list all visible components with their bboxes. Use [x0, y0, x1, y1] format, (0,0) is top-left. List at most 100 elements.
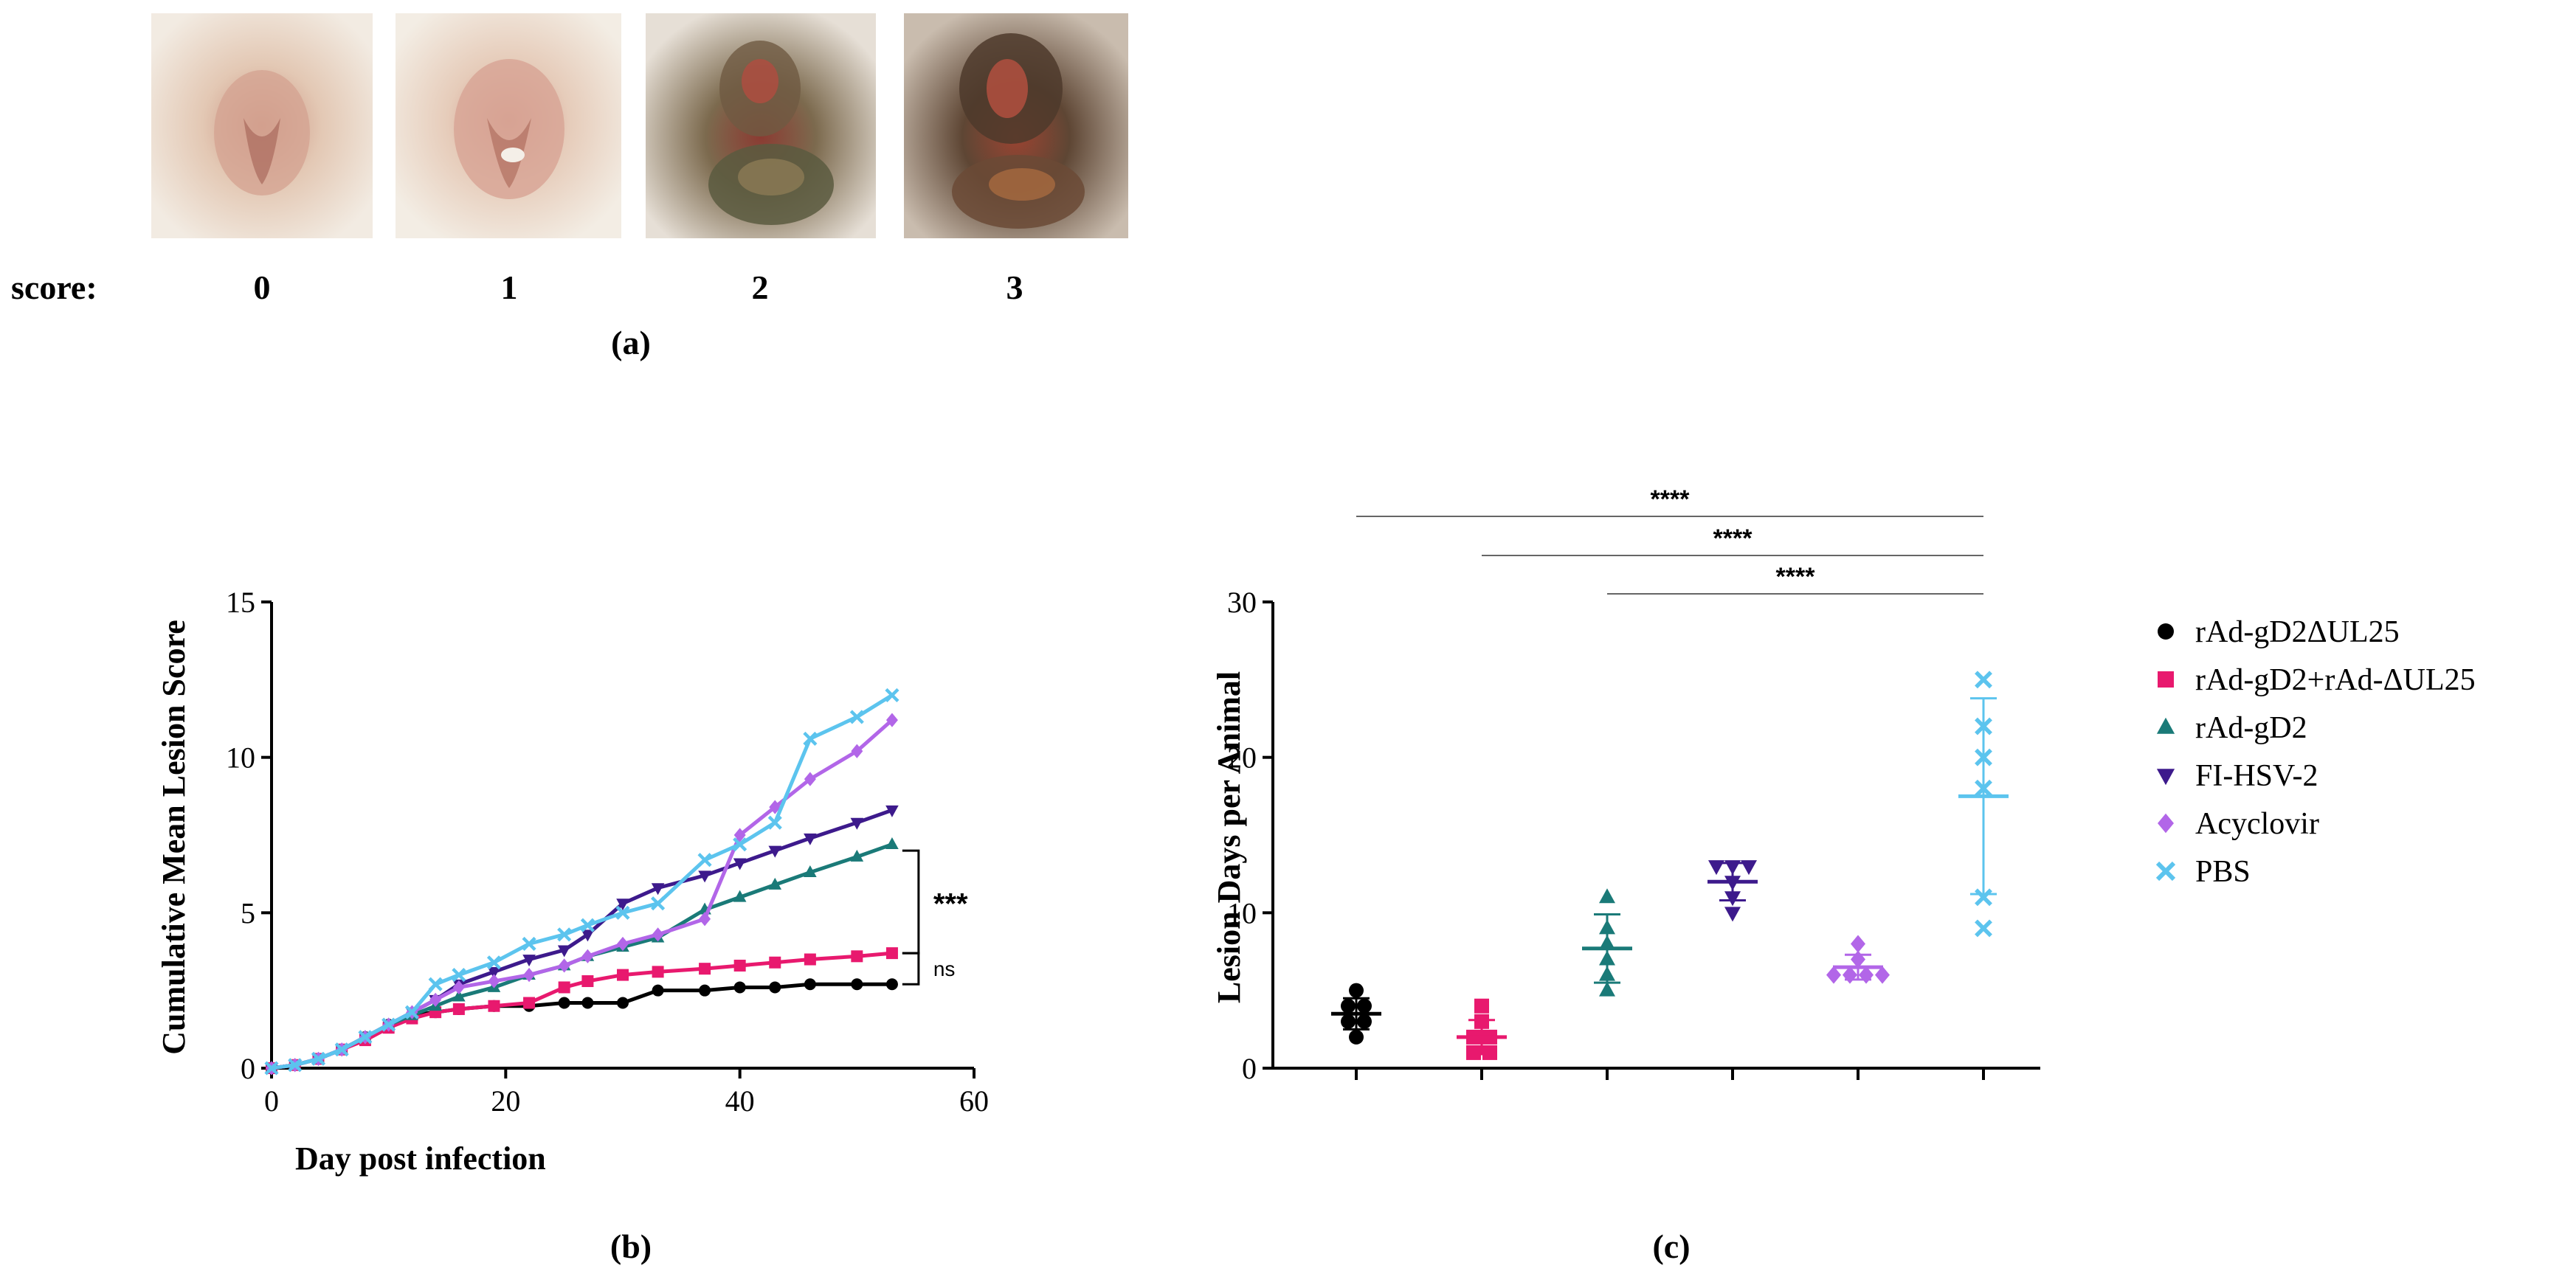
- data-point: [1975, 919, 1992, 938]
- score-label-0: 0: [254, 269, 271, 306]
- legend-label: rAd-gD2ΔUL25: [2195, 615, 2400, 649]
- data-point: [522, 936, 536, 952]
- data-point: [1599, 950, 1615, 966]
- x-tick-label: 40: [725, 1084, 755, 1118]
- data-point: [885, 688, 899, 702]
- significance-line: ****: [1482, 524, 1983, 556]
- data-point: [769, 981, 781, 994]
- data-point: [523, 968, 536, 983]
- legend-item: Acyclovir: [2158, 807, 2319, 841]
- data-point: [1357, 998, 1372, 1014]
- significance-bracket: ***: [902, 849, 968, 955]
- line-chart: Day post infection Cumulative Mean Lesio…: [156, 586, 989, 1265]
- score-label-1: 1: [501, 269, 518, 306]
- data-point: [651, 883, 665, 896]
- y-tick-label: 15: [226, 586, 255, 619]
- data-point: [699, 963, 711, 975]
- y-tick-label: 0: [241, 1052, 255, 1085]
- data-point: [698, 870, 711, 883]
- data-point: [1474, 998, 1489, 1014]
- data-point: [804, 833, 817, 845]
- lesion-photo-score-0: [151, 13, 373, 238]
- data-point: [311, 1051, 326, 1066]
- data-point: [581, 997, 594, 1009]
- data-point: [885, 805, 899, 817]
- data-point: [851, 950, 863, 963]
- data-point: [699, 984, 711, 997]
- data-point: [522, 955, 536, 967]
- data-point: [850, 849, 864, 862]
- series-line: [271, 693, 894, 1070]
- data-point: [699, 912, 711, 927]
- data-point: [804, 865, 817, 877]
- x-tick-label: 60: [959, 1084, 989, 1118]
- y-tick-label: 30: [1227, 586, 1257, 619]
- data-point: [851, 978, 863, 991]
- data-point: [523, 997, 536, 1009]
- legend-label: Acyclovir: [2195, 807, 2319, 841]
- y-tick-label: 20: [1227, 741, 1257, 775]
- group-4: [1826, 935, 1890, 984]
- data-point: [652, 927, 664, 942]
- data-point: [429, 992, 442, 1007]
- significance-label: ***: [933, 888, 968, 921]
- data-point: [404, 1005, 419, 1019]
- legend-item: PBS: [2155, 855, 2251, 889]
- data-point: [1357, 1014, 1372, 1029]
- data-point: [1741, 860, 1757, 876]
- data-point: [733, 837, 747, 852]
- group-2: [1582, 888, 1632, 997]
- data-point: [452, 968, 466, 983]
- x-axis-title: Day post infection: [295, 1140, 546, 1177]
- group-5: [1958, 671, 2009, 938]
- data-point: [1975, 717, 1992, 735]
- data-point: [1843, 966, 1857, 984]
- panel-b-label: (b): [610, 1228, 652, 1265]
- data-point: [885, 978, 898, 991]
- data-point: [557, 945, 571, 958]
- panel-a: score: 0 1 2 3 (a): [11, 13, 1128, 361]
- data-point: [488, 974, 500, 988]
- series-0: [266, 978, 898, 1074]
- data-point: [1859, 966, 1874, 984]
- group-3: [1707, 860, 1758, 922]
- data-point: [1466, 1045, 1481, 1060]
- data-point: [1708, 860, 1724, 876]
- score-label-2: 2: [752, 269, 769, 306]
- data-point: [1341, 998, 1356, 1014]
- data-point: [733, 890, 747, 902]
- data-point: [615, 905, 630, 920]
- significance-line: ****: [1607, 563, 1983, 595]
- data-point: [617, 997, 629, 1009]
- data-point: [1341, 1014, 1356, 1029]
- lesion-photo-score-1: [396, 13, 621, 238]
- y-tick-label: 0: [1242, 1052, 1257, 1085]
- data-point: [1975, 779, 1992, 797]
- data-point: [1599, 919, 1615, 935]
- series-1: [266, 947, 898, 1074]
- legend-marker: [2158, 623, 2174, 640]
- group-1: [1457, 998, 1507, 1060]
- data-point: [1851, 935, 1865, 953]
- data-point: [1482, 1045, 1497, 1060]
- data-point: [651, 896, 666, 911]
- data-point: [769, 800, 781, 814]
- significance-label: ****: [1713, 524, 1753, 553]
- series-line: [271, 982, 892, 1070]
- y-axis-title: Cumulative Mean Lesion Score: [156, 620, 192, 1055]
- x-tick-label: 20: [491, 1084, 520, 1118]
- data-point: [652, 966, 664, 978]
- data-point: [804, 953, 816, 966]
- panel-c-label: (c): [1652, 1228, 1690, 1265]
- series-line: [271, 808, 893, 1070]
- data-point: [850, 817, 864, 830]
- data-point: [1826, 966, 1841, 984]
- data-point: [1599, 966, 1615, 981]
- x-tick-label: 0: [264, 1084, 279, 1118]
- data-point: [581, 975, 594, 988]
- legend-label: PBS: [2195, 855, 2251, 889]
- lesion-photo-score-3: [904, 13, 1128, 238]
- legend: rAd-gD2ΔUL25 rAd-gD2+rAd-ΔUL25 rAd-gD2 FI-H…: [2155, 615, 2476, 889]
- data-point: [733, 959, 746, 972]
